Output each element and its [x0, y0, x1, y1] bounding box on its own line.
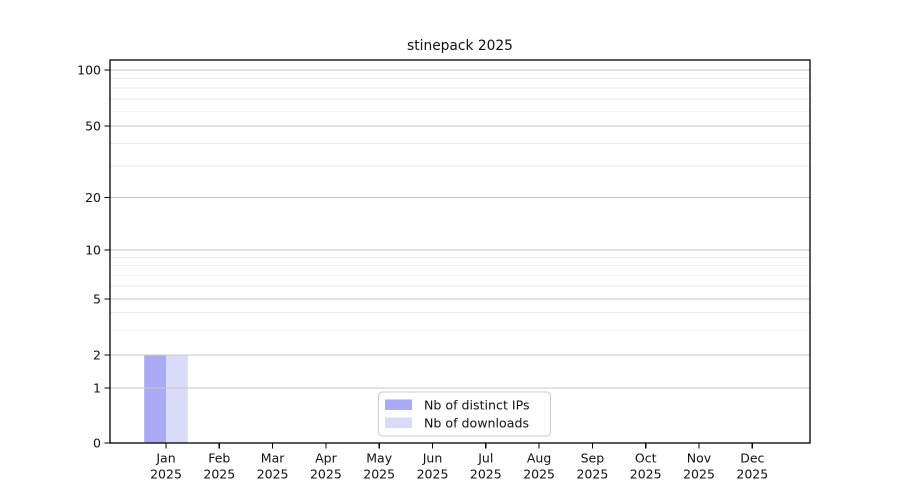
x-axis: Jan2025Feb2025Mar2025Apr2025May2025Jun20… [150, 443, 768, 482]
legend-swatch-downloads [385, 417, 412, 428]
major-gridlines [110, 69, 810, 389]
y-tick-label-1: 1 [93, 380, 101, 395]
x-tick-label-month-mar: Mar [261, 451, 285, 466]
x-tick-label-month-jan: Jan [155, 451, 175, 466]
legend: Nb of distinct IPs Nb of downloads [378, 391, 551, 437]
minor-gridlines [110, 78, 810, 331]
y-axis: 0 1 2 5 10 20 50 100 [77, 62, 110, 450]
y-tick-label-50: 50 [85, 118, 101, 133]
x-tick-label-month-jul: Jul [477, 451, 493, 466]
bars-layer [144, 355, 188, 443]
bar-jan-downloads [166, 355, 188, 443]
x-tick-label-month-oct: Oct [635, 451, 657, 466]
y-tick-label-100: 100 [77, 62, 101, 77]
x-tick-label-month-jun: Jun [422, 451, 443, 466]
x-tick-label-month-apr: Apr [315, 451, 337, 466]
x-tick-label-year-apr: 2025 [310, 467, 342, 482]
x-tick-label-year-may: 2025 [363, 467, 395, 482]
x-tick-label-month-may: May [366, 451, 392, 466]
x-tick-label-year-aug: 2025 [523, 467, 555, 482]
y-tick-label-20: 20 [85, 190, 101, 205]
x-tick-label-month-aug: Aug [527, 451, 551, 466]
y-tick-label-5: 5 [93, 291, 101, 306]
x-tick-label-month-dec: Dec [740, 451, 764, 466]
y-tick-label-2: 2 [93, 347, 101, 362]
legend-box [378, 391, 551, 437]
x-tick-label-year-oct: 2025 [630, 467, 662, 482]
chart-title: stinepack 2025 [407, 38, 513, 54]
y-tick-label-10: 10 [85, 242, 101, 257]
x-tick-label-year-mar: 2025 [257, 467, 289, 482]
x-tick-label-year-dec: 2025 [736, 467, 768, 482]
x-tick-label-year-nov: 2025 [683, 467, 715, 482]
y-tick-label-0: 0 [93, 435, 101, 450]
x-tick-label-year-jun: 2025 [417, 467, 449, 482]
x-tick-label-month-feb: Feb [208, 451, 230, 466]
x-tick-label-year-feb: 2025 [203, 467, 235, 482]
x-tick-label-year-sep: 2025 [576, 467, 608, 482]
legend-label-downloads: Nb of downloads [424, 416, 529, 431]
x-tick-label-month-sep: Sep [581, 451, 605, 466]
x-tick-label-year-jan: 2025 [150, 467, 182, 482]
x-tick-label-month-nov: Nov [687, 451, 712, 466]
legend-swatch-distinct-ips [385, 399, 412, 410]
legend-label-distinct-ips: Nb of distinct IPs [424, 398, 530, 413]
x-tick-label-year-jul: 2025 [470, 467, 502, 482]
plot-border [109, 59, 811, 444]
bar-jan-distinct-ips [144, 355, 166, 443]
